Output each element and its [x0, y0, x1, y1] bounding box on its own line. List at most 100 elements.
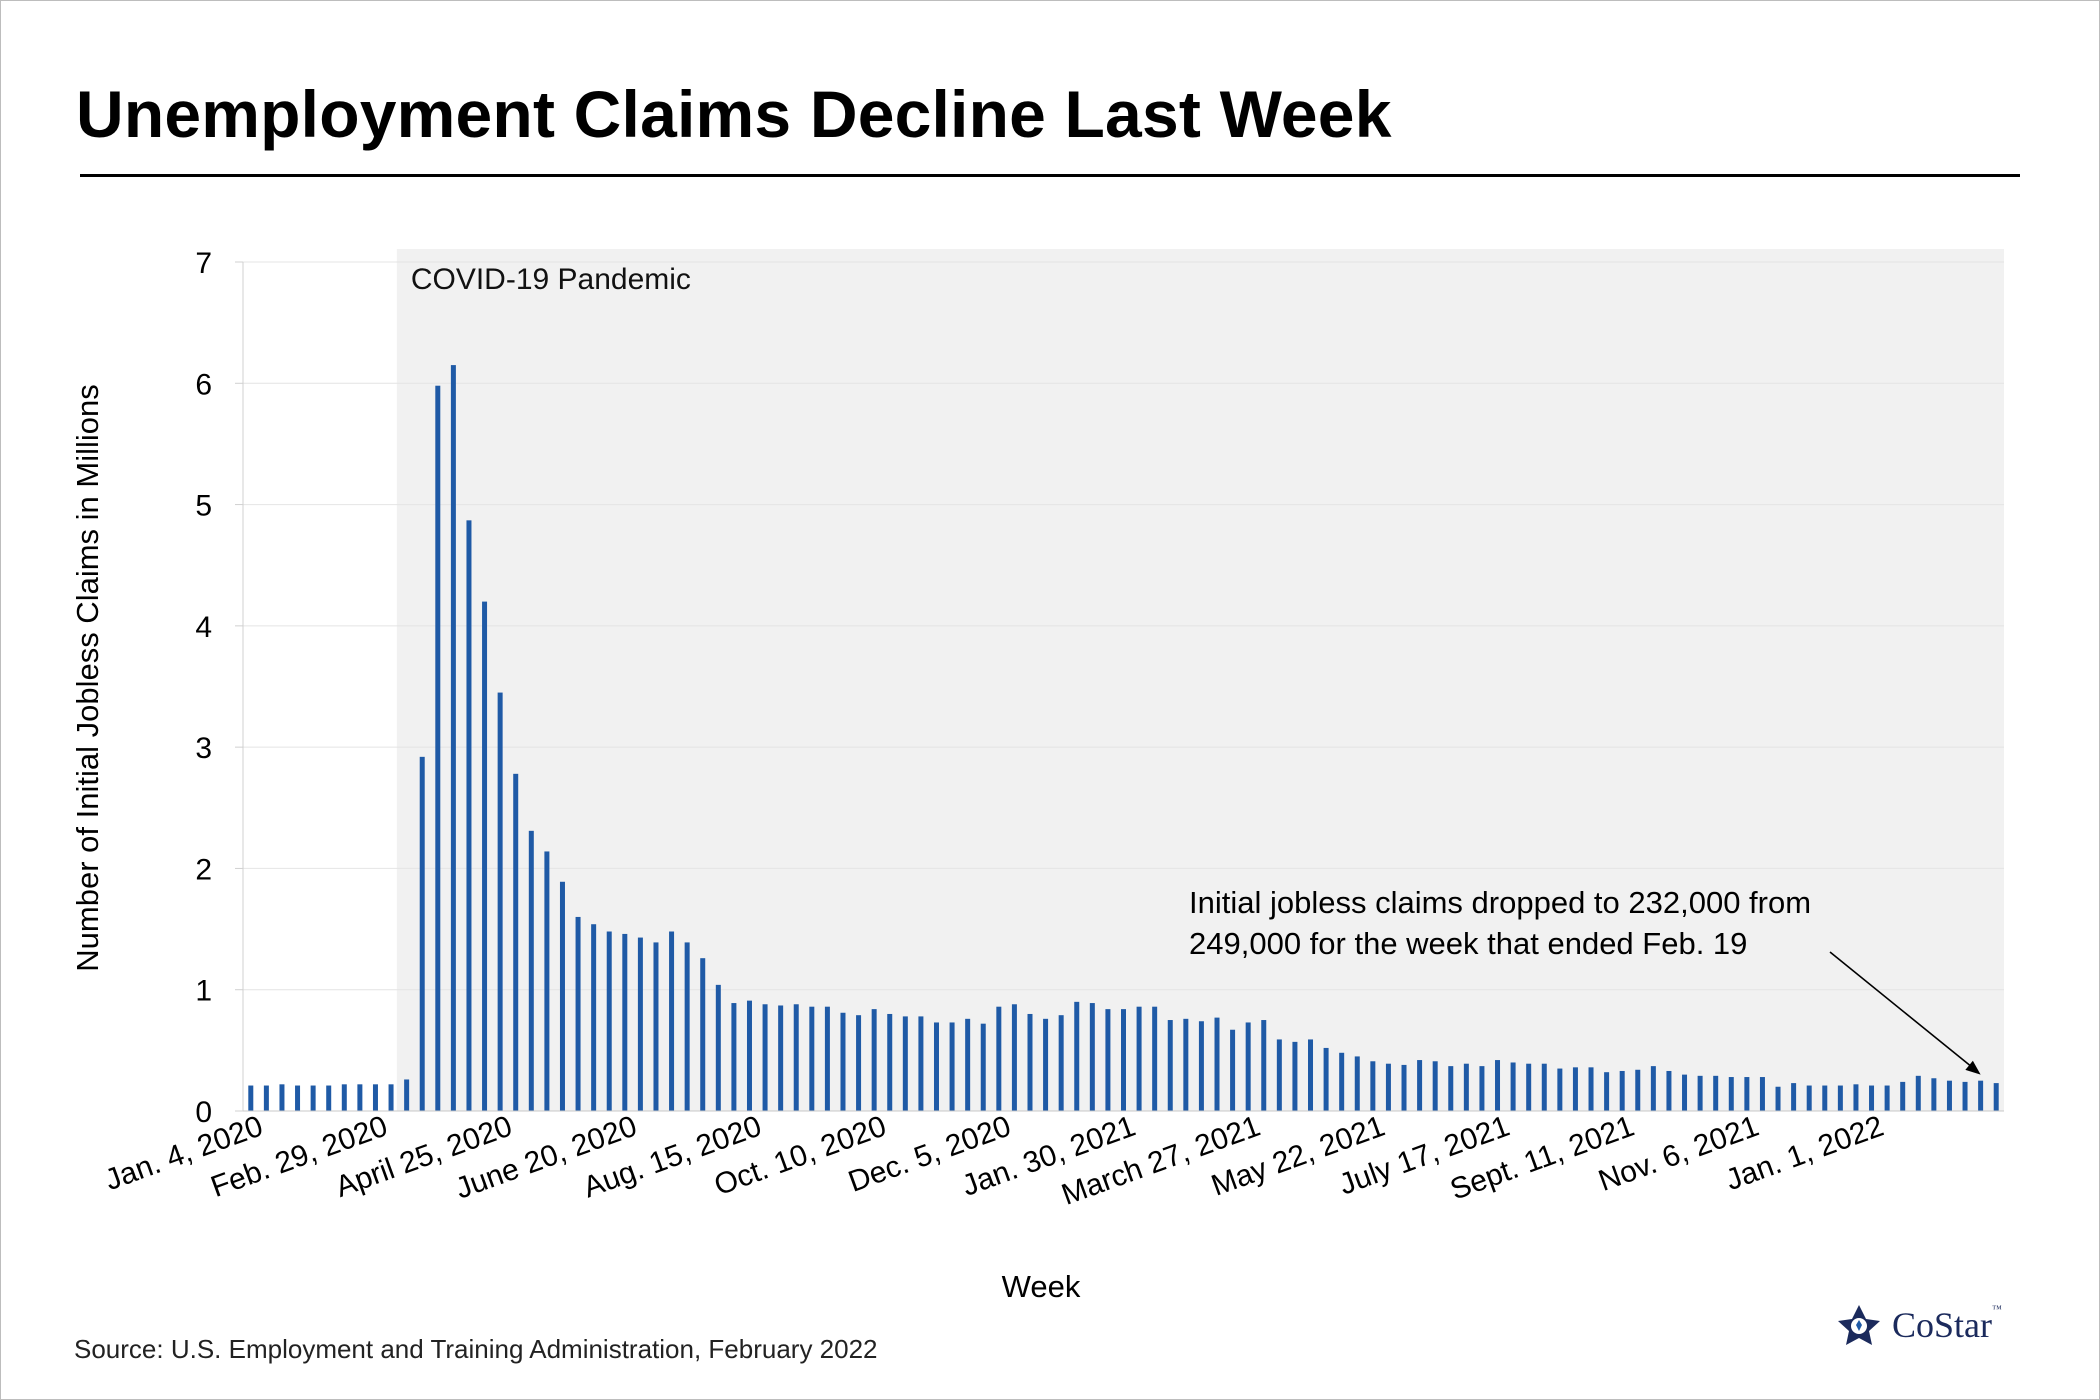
bar-week-61	[1198, 1021, 1204, 1111]
bar-week-109	[1946, 1080, 1952, 1111]
bar-week-84	[1557, 1068, 1563, 1111]
bar-week-65	[1261, 1020, 1267, 1111]
bar-week-31	[731, 1003, 737, 1111]
bar-week-0	[248, 1085, 254, 1111]
bar-week-99	[1791, 1083, 1797, 1111]
bar-week-100	[1806, 1085, 1812, 1111]
bar-week-17	[513, 773, 519, 1111]
y-tick-label-7: 7	[195, 247, 212, 280]
bar-week-107	[1915, 1075, 1921, 1111]
bar-week-81	[1510, 1062, 1516, 1111]
bar-week-74	[1401, 1064, 1407, 1111]
y-tick-label-6: 6	[195, 368, 212, 401]
bar-week-18	[528, 830, 534, 1111]
bar-week-8	[372, 1084, 378, 1111]
bar-week-43	[918, 1016, 924, 1111]
bar-week-14	[466, 520, 472, 1111]
bar-week-32	[746, 1000, 752, 1111]
bar-week-48	[996, 1006, 1002, 1111]
bar-week-35	[793, 1004, 799, 1111]
annotation-line-2: 249,000 for the week that ended Feb. 19	[1189, 926, 1747, 961]
bar-week-46	[965, 1018, 971, 1111]
bar-week-23	[606, 931, 612, 1111]
y-axis-title: Number of Initial Jobless Claims in Mill…	[70, 384, 105, 971]
bar-week-60	[1183, 1018, 1189, 1111]
bar-week-108	[1931, 1078, 1937, 1111]
bar-week-56	[1121, 1009, 1126, 1111]
bar-week-38	[840, 1012, 846, 1111]
costar-logo: CoStar™	[1836, 1300, 2002, 1350]
bar-week-68	[1308, 1039, 1314, 1111]
bar-week-13	[450, 365, 456, 1111]
bar-week-106	[1900, 1081, 1906, 1111]
bar-week-73	[1385, 1063, 1391, 1111]
bar-week-6	[341, 1084, 347, 1111]
bar-week-36	[809, 1006, 815, 1111]
bar-week-89	[1635, 1069, 1641, 1111]
bar-week-25	[637, 937, 643, 1111]
bar-week-52	[1058, 1015, 1064, 1111]
bar-week-105	[1884, 1085, 1890, 1111]
bar-week-10	[404, 1079, 410, 1111]
bar-week-66	[1276, 1039, 1282, 1111]
bar-week-110	[1962, 1081, 1968, 1111]
bar-week-49	[1011, 1004, 1017, 1111]
bar-week-103	[1853, 1084, 1859, 1111]
bar-week-2	[279, 1084, 285, 1111]
bar-week-78	[1463, 1063, 1469, 1111]
bar-week-90	[1650, 1066, 1656, 1111]
bar-week-79	[1479, 1066, 1485, 1111]
bar-week-28	[684, 942, 690, 1111]
bar-week-51	[1043, 1018, 1049, 1111]
annotation-arrow-line	[1829, 951, 1979, 1073]
bar-week-57	[1136, 1006, 1142, 1111]
bar-week-101	[1822, 1085, 1828, 1111]
bar-week-4	[310, 1085, 316, 1111]
bar-week-55	[1105, 1009, 1111, 1111]
bar-week-102	[1837, 1085, 1843, 1111]
bar-week-24	[622, 933, 628, 1111]
bar-week-87	[1604, 1072, 1610, 1111]
y-tick-label-3: 3	[195, 732, 212, 765]
bar-week-11	[419, 756, 425, 1111]
bar-week-75	[1417, 1060, 1423, 1111]
bar-week-53	[1074, 1001, 1080, 1111]
bar-week-30	[715, 984, 721, 1111]
annotation-line-1: Initial jobless claims dropped to 232,00…	[1189, 885, 1811, 920]
costar-star-icon	[1838, 1305, 1880, 1345]
bar-week-19	[544, 851, 550, 1111]
bar-week-98	[1775, 1086, 1781, 1111]
bar-week-12	[435, 385, 441, 1111]
bar-week-20	[559, 881, 565, 1111]
bar-week-58	[1152, 1006, 1158, 1111]
pandemic-shaded-region	[396, 249, 2004, 1111]
bar-week-33	[762, 1004, 768, 1111]
bar-week-95	[1728, 1077, 1734, 1111]
bar-week-77	[1448, 1066, 1454, 1111]
bar-week-69	[1323, 1047, 1329, 1111]
bar-week-15	[482, 601, 488, 1111]
annotation-arrowhead	[1965, 1060, 1981, 1075]
bar-week-82	[1526, 1063, 1532, 1111]
bar-week-39	[856, 1015, 862, 1111]
bar-week-29	[700, 958, 706, 1111]
logo-text: CoStar™	[1892, 1304, 2002, 1345]
bar-week-27	[669, 931, 675, 1111]
bar-week-85	[1572, 1067, 1578, 1111]
bar-week-44	[933, 1022, 939, 1111]
bar-week-104	[1869, 1085, 1875, 1111]
bar-week-64	[1245, 1022, 1251, 1111]
bar-week-72	[1370, 1061, 1376, 1111]
bar-week-21	[575, 916, 581, 1111]
bar-week-70	[1339, 1052, 1345, 1111]
bar-week-111	[1978, 1080, 1984, 1111]
y-tick-label-2: 2	[195, 853, 212, 886]
bar-week-37	[824, 1006, 830, 1111]
bar-week-34	[778, 1005, 784, 1111]
bar-week-3	[295, 1085, 301, 1111]
bar-week-71	[1354, 1056, 1360, 1111]
bar-week-93	[1697, 1075, 1703, 1111]
bar-week-67	[1292, 1041, 1298, 1111]
bar-week-22	[591, 924, 597, 1111]
bar-week-16	[497, 692, 503, 1111]
